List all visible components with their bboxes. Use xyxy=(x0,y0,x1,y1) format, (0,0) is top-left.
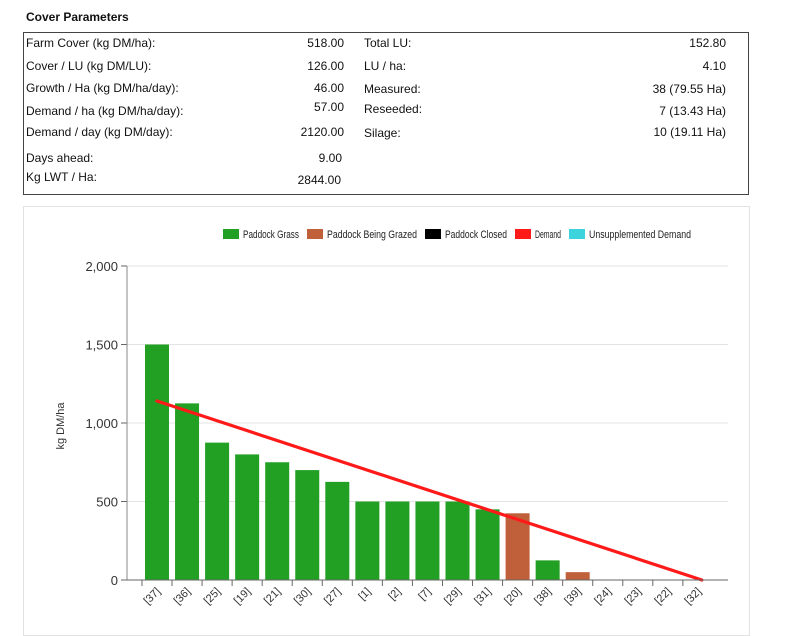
cover-parameters-table: Farm Cover (kg DM/ha): 518.00 Cover / LU… xyxy=(23,32,749,195)
x-tick-label: [30] xyxy=(292,586,313,607)
param-label: LU / ha: xyxy=(364,59,407,73)
paddock-cover-chart: Paddock Grass Paddock Being Grazed Paddock… xyxy=(55,229,728,607)
param-value: 7 (13.43 Ha) xyxy=(659,104,726,118)
param-label: Cover / LU (kg DM/LU): xyxy=(26,59,152,73)
x-tick-label: [20] xyxy=(502,586,523,607)
param-value: 152.80 xyxy=(689,36,726,50)
bar-27[interactable] xyxy=(325,481,350,580)
legend-label[interactable]: Unsupplemented Demand xyxy=(589,229,691,241)
x-tick-label: [23] xyxy=(622,586,643,607)
y-tick-label: 500 xyxy=(96,495,118,510)
bar-1[interactable] xyxy=(355,501,380,581)
bar-2[interactable] xyxy=(385,501,410,581)
param-value: 46.00 xyxy=(313,81,344,95)
param-row-demand-ha: Demand / ha (kg DM/ha/day): 57.00 xyxy=(24,100,748,122)
bar-25[interactable] xyxy=(205,442,230,580)
legend-label[interactable]: Paddock Closed xyxy=(445,229,507,241)
y-tick-label: 1,500 xyxy=(85,338,118,353)
legend-label[interactable]: Paddock Being Grazed xyxy=(327,229,417,241)
chart-legend: Paddock Grass Paddock Being Grazed Paddock… xyxy=(223,229,691,241)
legend-swatch xyxy=(425,229,441,239)
param-label: Growth / Ha (kg DM/ha/day): xyxy=(26,81,179,95)
bar-38[interactable] xyxy=(535,560,560,580)
param-value: 10 (19.11 Ha) xyxy=(653,125,727,139)
x-tick-label: [1] xyxy=(356,586,373,603)
bars xyxy=(145,344,590,581)
param-row-farm-cover: Farm Cover (kg DM/ha): 518.00 xyxy=(24,36,748,54)
x-tick-label: [32] xyxy=(683,586,704,607)
param-value: 2844.00 xyxy=(297,173,341,187)
x-tick-label: [36] xyxy=(172,586,193,607)
legend-swatch xyxy=(307,229,323,239)
param-label: Demand / ha (kg DM/ha/day): xyxy=(26,104,184,118)
param-row-kg-lwt: Kg LWT / Ha: 2844.00 xyxy=(24,170,748,188)
bar-30[interactable] xyxy=(295,470,320,580)
legend-swatch xyxy=(569,229,585,239)
bar-39[interactable] xyxy=(565,572,590,580)
legend-swatch xyxy=(223,229,239,239)
x-tick-label: [22] xyxy=(653,586,674,607)
bar-21[interactable] xyxy=(265,462,290,580)
param-label: Total LU: xyxy=(364,36,412,50)
bar-20[interactable] xyxy=(505,513,530,580)
param-row-growth: Growth / Ha (kg DM/ha/day): 46.00 xyxy=(24,81,748,99)
bar-19[interactable] xyxy=(235,454,260,580)
param-value: 518.00 xyxy=(307,36,344,50)
legend-swatch xyxy=(515,229,531,239)
demand-line-group xyxy=(155,399,704,582)
param-label: Measured: xyxy=(364,82,421,96)
demand-line[interactable] xyxy=(155,399,704,582)
x-tick-label: [19] xyxy=(232,586,253,607)
param-value: 126.00 xyxy=(307,59,344,73)
param-value: 9.00 xyxy=(318,151,342,165)
bar-7[interactable] xyxy=(415,501,440,581)
bar-31[interactable] xyxy=(475,509,500,580)
param-row-cover-lu: Cover / LU (kg DM/LU): 126.00 xyxy=(24,59,748,77)
x-axis: [37] [36] [25] [19] [21] [30] [27] [1] [2] [7] [29… xyxy=(121,579,728,607)
y-axis: 0 500 1,000 1,500 2,000 xyxy=(85,259,128,588)
bar-36[interactable] xyxy=(175,403,200,580)
param-row-total-lu: Total LU: 152.80 xyxy=(24,36,748,54)
param-row-measured: Measured: 38 (79.55 Ha) xyxy=(24,82,748,100)
bar-29[interactable] xyxy=(445,501,470,581)
param-value: 38 (79.55 Ha) xyxy=(652,82,726,96)
x-tick-label: [27] xyxy=(322,586,343,607)
param-row-lu-ha: LU / ha: 4.10 xyxy=(24,59,748,77)
y-tick-label: 1,000 xyxy=(85,416,118,431)
section-title: Cover Parameters xyxy=(26,10,129,24)
param-label: Kg LWT / Ha: xyxy=(26,170,97,184)
x-tick-label: [39] xyxy=(562,586,583,607)
x-tick-label: [2] xyxy=(386,586,403,603)
param-value: 57.00 xyxy=(313,100,344,114)
x-tick-label: [29] xyxy=(442,586,463,607)
param-label: Days ahead: xyxy=(26,151,94,165)
x-tick-label: [31] xyxy=(472,586,493,607)
param-row-reseeded: Reseeded: 7 (13.43 Ha) xyxy=(24,102,748,120)
y-tick-label: 2,000 xyxy=(85,259,118,274)
x-tick-label: [21] xyxy=(262,586,283,607)
x-tick-label: [24] xyxy=(592,586,613,607)
param-row-days-ahead: Days ahead: 9.00 xyxy=(24,151,748,169)
param-row-silage: Silage: 10 (19.11 Ha) xyxy=(24,125,748,144)
legend-label[interactable]: Paddock Grass xyxy=(243,229,299,241)
legend-label[interactable]: Demand xyxy=(535,229,561,241)
param-label: Reseeded: xyxy=(364,102,423,116)
y-tick-label: 0 xyxy=(111,573,118,588)
param-value: 2120.00 xyxy=(300,125,344,139)
param-value: 4.10 xyxy=(702,59,726,73)
x-tick-label: [38] xyxy=(532,586,553,607)
param-label: Silage: xyxy=(364,126,401,140)
bar-37[interactable] xyxy=(145,344,169,581)
param-label: Demand / day (kg DM/day): xyxy=(26,125,173,139)
y-axis-label: kg DM/ha xyxy=(55,402,67,450)
chart-panel: Paddock Grass Paddock Being Grazed Paddock… xyxy=(23,206,750,636)
param-row-demand-day: Demand / day (kg DM/day): 2120.00 xyxy=(24,125,748,143)
x-tick-label: [25] xyxy=(202,586,223,607)
x-tick-label: [7] xyxy=(416,586,433,603)
param-label: Farm Cover (kg DM/ha): xyxy=(26,36,156,50)
x-tick-label: [37] xyxy=(142,586,163,607)
